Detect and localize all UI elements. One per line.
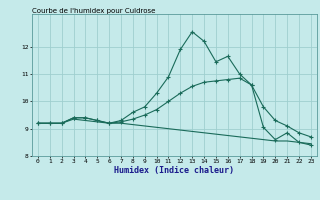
- Text: Courbe de l'humidex pour Culdrose: Courbe de l'humidex pour Culdrose: [32, 8, 156, 14]
- X-axis label: Humidex (Indice chaleur): Humidex (Indice chaleur): [115, 166, 234, 175]
